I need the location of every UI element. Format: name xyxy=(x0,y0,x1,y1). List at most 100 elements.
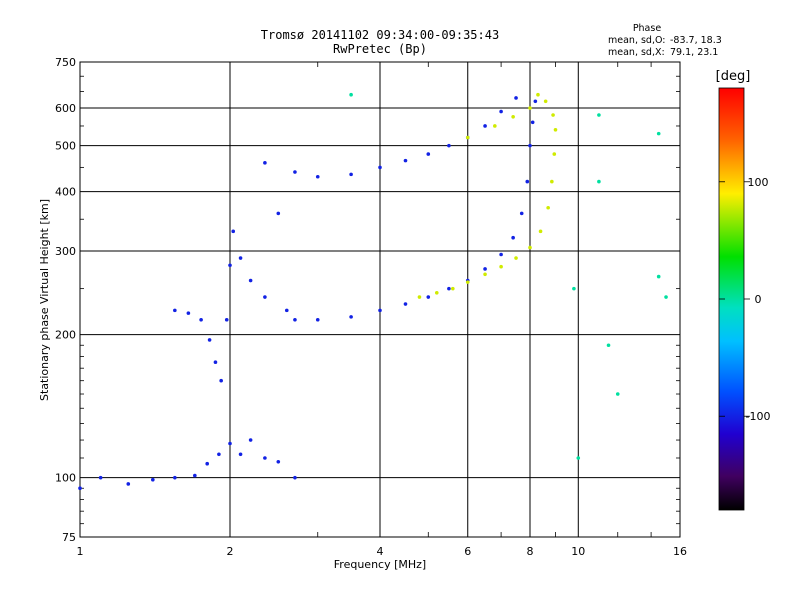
data-point xyxy=(615,392,620,396)
data-point xyxy=(238,452,243,457)
data-point xyxy=(528,143,532,148)
data-point xyxy=(276,211,281,216)
data-point xyxy=(572,286,576,291)
data-point xyxy=(126,482,131,486)
data-point xyxy=(186,311,191,315)
y-axis-ticks: 75 100 200 300 400 500 600 750 xyxy=(55,56,680,544)
data-point xyxy=(664,295,668,299)
x-tick-label: 10 xyxy=(571,545,585,558)
chart-subtitle: RwPretec (Bp) xyxy=(333,42,427,56)
y-tick-label: 600 xyxy=(55,102,76,115)
data-point xyxy=(263,295,267,299)
data-point xyxy=(536,92,540,97)
colorbar-ticks: 100 0 -100 xyxy=(719,176,770,423)
data-point xyxy=(447,143,451,148)
data-point xyxy=(656,131,661,136)
data-point xyxy=(349,315,353,319)
data-point xyxy=(228,263,232,268)
data-point xyxy=(528,106,532,110)
data-point xyxy=(499,264,503,269)
data-point xyxy=(499,109,503,114)
data-point xyxy=(263,456,267,460)
y-tick-label: 500 xyxy=(55,140,76,153)
colorbar-label: [deg] xyxy=(716,69,751,84)
data-point xyxy=(293,475,297,480)
chart-title: Tromsø 20141102 09:34:00-09:35:43 xyxy=(261,28,499,42)
data-point xyxy=(511,235,515,240)
data-point xyxy=(551,113,555,117)
grid-lines xyxy=(80,62,680,537)
data-point xyxy=(248,278,253,283)
data-point xyxy=(78,486,82,491)
data-points xyxy=(78,92,668,491)
data-point xyxy=(276,459,281,464)
data-point xyxy=(151,477,155,482)
stats-x-label: mean, sd,X: xyxy=(608,47,665,58)
data-point xyxy=(533,99,538,104)
data-point xyxy=(293,170,297,174)
data-point xyxy=(546,205,550,210)
data-point xyxy=(219,378,223,383)
data-point xyxy=(403,302,408,306)
y-tick-label: 100 xyxy=(55,472,76,485)
data-point xyxy=(552,152,557,156)
y-tick-label: 750 xyxy=(55,56,76,69)
data-point xyxy=(519,211,524,216)
data-point xyxy=(530,120,535,125)
data-point xyxy=(538,229,543,234)
data-point xyxy=(597,179,601,184)
x-tick-label: 2 xyxy=(227,545,234,558)
data-point xyxy=(173,308,177,313)
data-point xyxy=(483,272,487,277)
data-point xyxy=(378,308,382,313)
colorbar-tick-label: 0 xyxy=(755,293,762,306)
stats-x-values: 79.1, 23.1 xyxy=(670,47,718,58)
data-point xyxy=(553,127,558,132)
data-point xyxy=(248,438,253,442)
x-axis-label: Frequency [MHz] xyxy=(334,558,426,571)
data-point xyxy=(483,124,487,128)
data-point xyxy=(403,158,408,163)
stats-header: Phase xyxy=(633,23,662,34)
data-point xyxy=(98,475,103,480)
data-point xyxy=(447,286,451,291)
data-point xyxy=(465,280,470,284)
data-point xyxy=(493,124,497,128)
data-point xyxy=(231,229,236,234)
data-point xyxy=(597,113,601,117)
data-point xyxy=(228,441,232,446)
data-point xyxy=(606,343,611,348)
data-point xyxy=(434,291,439,295)
data-point xyxy=(238,256,243,260)
data-point xyxy=(550,179,554,184)
y-tick-label: 300 xyxy=(55,245,76,258)
colorbar-tick-label: -100 xyxy=(746,410,771,423)
data-point xyxy=(514,256,518,260)
stats-o-label: mean, sd,O: xyxy=(608,35,666,46)
data-point xyxy=(528,245,532,250)
data-point xyxy=(656,274,661,279)
data-point xyxy=(207,338,212,342)
data-point xyxy=(349,172,353,177)
data-point xyxy=(199,317,203,322)
data-point xyxy=(426,295,431,299)
colorbar-tick-label: 100 xyxy=(748,176,769,189)
data-point xyxy=(576,456,581,460)
data-point xyxy=(213,360,218,365)
data-point xyxy=(525,179,530,184)
data-point xyxy=(217,452,221,457)
data-point xyxy=(499,252,503,257)
x-tick-label: 1 xyxy=(77,545,84,558)
data-point xyxy=(349,92,353,97)
data-point xyxy=(173,475,177,480)
data-point xyxy=(193,473,197,478)
data-point xyxy=(514,96,518,100)
data-point xyxy=(263,161,267,165)
y-tick-label: 75 xyxy=(62,531,76,544)
y-tick-label: 400 xyxy=(55,186,76,199)
data-point xyxy=(293,317,297,322)
data-point xyxy=(451,286,455,291)
x-tick-label: 4 xyxy=(377,545,384,558)
data-point xyxy=(483,267,487,271)
data-point xyxy=(417,295,422,299)
